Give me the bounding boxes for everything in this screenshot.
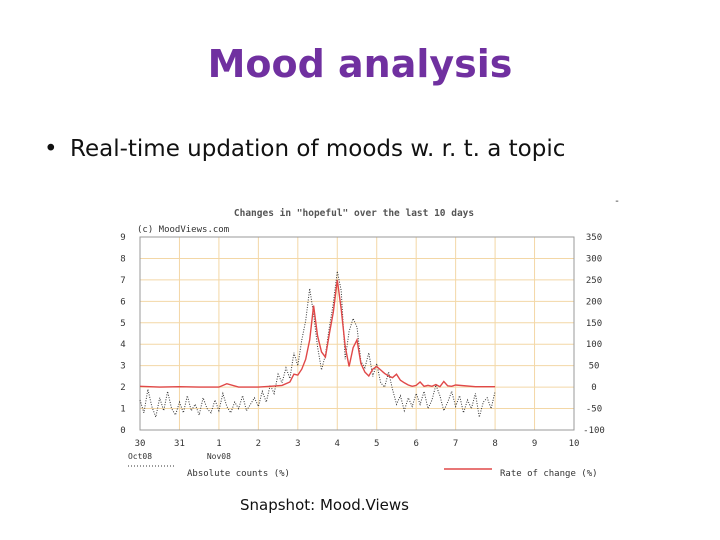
chart-series: [139, 271, 496, 419]
chart-legend: Absolute counts (%) Rate of change (%): [128, 465, 598, 479]
x-tick-label: 8: [492, 439, 497, 449]
y-left-tick-label: 1: [120, 405, 125, 415]
x-tick-label: 10: [569, 439, 580, 449]
mood-chart-screenshot: 30 31 1 2 3 4 5 6 7 8 9 10 Oct08 Nov08 0 1 2 3 4 5 6 7 8 9 -100-…: [114, 196, 624, 486]
bullet-text: Real-time updation of moods w. r. t. a t…: [70, 136, 566, 162]
chart-grid: [139, 236, 575, 431]
x-tick-label: 4: [335, 439, 340, 449]
y-left-tick-label: 9: [120, 233, 125, 243]
y-right-tick-label: 100: [586, 340, 602, 350]
legend-absolute-label: Absolute counts (%): [187, 469, 290, 479]
y-right-tick-label: 200: [586, 297, 602, 307]
x-tick-label: 1: [216, 439, 221, 449]
chart-title: Changes in "hopeful" over the last 10 da…: [234, 208, 474, 219]
x-tick-label: 31: [174, 439, 185, 449]
series-rate-of-change: [139, 279, 496, 388]
chart-frame: [139, 236, 575, 431]
y-right-tick-label: 150: [586, 319, 602, 329]
x-tick-label: 3: [295, 439, 300, 449]
y-left-tick-label: 4: [120, 340, 125, 350]
y-right-tick-label: -50: [586, 405, 602, 415]
y-right-tick-label: -100: [583, 426, 605, 436]
y-left-tick-label: 0: [120, 426, 125, 436]
chart-subtitle: (c) MoodViews.com: [137, 225, 229, 235]
y-left-tick-label: 5: [120, 319, 125, 329]
x-tick-label: 30: [135, 439, 146, 449]
y-left-tick-label: 7: [120, 276, 125, 286]
bullet-item: • Real-time updation of moods w. r. t. a …: [44, 136, 565, 162]
y-right-tick-label: 0: [591, 383, 596, 393]
x-tick-label: 2: [256, 439, 261, 449]
stray-mark: -: [614, 196, 620, 207]
y-right-tick-label: 300: [586, 254, 602, 264]
y-right-tick-label: 50: [589, 362, 600, 372]
y-right-tick-label: 250: [586, 276, 602, 286]
x-tick-label: 7: [453, 439, 458, 449]
bullet-marker: •: [44, 136, 58, 162]
y-left-tick-label: 2: [120, 383, 125, 393]
image-caption: Snapshot: Mood.Views: [240, 496, 409, 514]
y-right-tick-label: 350: [586, 233, 602, 243]
x-subtick-label: Nov08: [207, 452, 231, 461]
chart-tick-labels: 30 31 1 2 3 4 5 6 7 8 9 10 Oct08 Nov08 0 1 2 3 4 5 6 7 8 9 -100 -…: [120, 233, 605, 461]
y-left-tick-label: 3: [120, 362, 125, 372]
x-subtick-label: Oct08: [128, 452, 152, 461]
legend-rate-label: Rate of change (%): [500, 469, 598, 479]
x-tick-label: 6: [413, 439, 418, 449]
y-left-tick-label: 8: [120, 254, 125, 264]
y-left-tick-label: 6: [120, 297, 125, 307]
slide-title: Mood analysis: [207, 42, 513, 86]
x-tick-label: 9: [532, 439, 537, 449]
series-absolute-counts: [139, 271, 496, 419]
x-tick-label: 5: [374, 439, 379, 449]
